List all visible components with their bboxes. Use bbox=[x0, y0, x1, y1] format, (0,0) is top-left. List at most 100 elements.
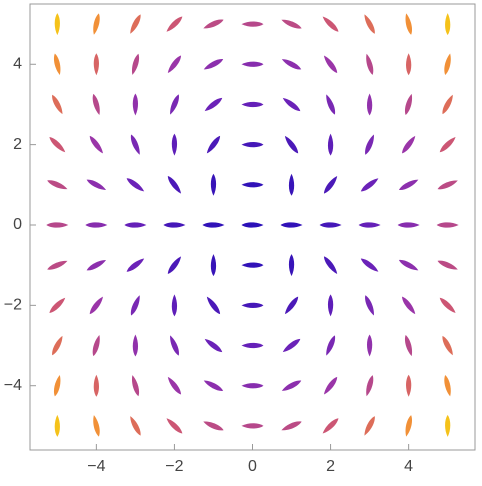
vector-arrow bbox=[204, 338, 223, 353]
vector-arrow bbox=[86, 260, 107, 271]
vector-arrow bbox=[203, 19, 224, 29]
vector-arrow bbox=[46, 222, 69, 228]
vector-arrow bbox=[167, 55, 182, 74]
vector-arrow bbox=[323, 376, 338, 395]
vector-arrow bbox=[436, 222, 459, 228]
vector-arrow bbox=[241, 383, 264, 389]
vector-arrow bbox=[284, 296, 299, 315]
vector-arrow bbox=[241, 342, 264, 349]
vector-arrow bbox=[444, 53, 451, 75]
y-tick-label: 0 bbox=[13, 216, 22, 233]
vector-arrow bbox=[130, 416, 141, 436]
vector-arrow bbox=[397, 222, 420, 228]
x-tick-label: 2 bbox=[326, 458, 335, 475]
vector-arrow bbox=[206, 296, 221, 315]
vector-arrow bbox=[241, 101, 264, 108]
vector-arrow bbox=[437, 180, 458, 190]
vector-arrow bbox=[281, 59, 302, 70]
vector-arrow bbox=[241, 302, 264, 308]
vector-arrow bbox=[365, 295, 374, 316]
vector-arrow bbox=[210, 173, 217, 196]
vector-arrow bbox=[52, 335, 63, 356]
vector-arrow bbox=[167, 256, 182, 274]
vector-arrow bbox=[439, 136, 456, 153]
vector-arrow bbox=[132, 93, 139, 116]
vector-arrow bbox=[323, 176, 338, 194]
vector-arrow bbox=[203, 421, 224, 431]
vector-arrow bbox=[442, 94, 453, 115]
vector-arrow bbox=[202, 222, 225, 228]
vector-arrow bbox=[288, 173, 295, 196]
vector-arrow bbox=[126, 258, 145, 272]
vector-arrow bbox=[241, 222, 264, 228]
vector-arrow bbox=[439, 297, 456, 313]
vector-arrow bbox=[166, 418, 183, 434]
vector-arrow bbox=[366, 53, 374, 75]
vector-arrow bbox=[170, 335, 179, 356]
vector-arrow bbox=[445, 414, 451, 437]
vector-arrow bbox=[322, 418, 339, 434]
vector-arrow bbox=[85, 222, 108, 228]
vector-arrow bbox=[53, 53, 61, 75]
vector-arrow bbox=[241, 142, 264, 148]
vector-arrow bbox=[327, 133, 334, 156]
vector-arrow bbox=[86, 179, 107, 190]
vector-arrow bbox=[364, 416, 375, 436]
vector-arrow bbox=[203, 59, 224, 70]
vector-arrow bbox=[241, 182, 264, 188]
vector-arrow bbox=[93, 13, 100, 35]
vector-arrow bbox=[405, 415, 413, 437]
vector-arrow bbox=[130, 295, 140, 316]
vector-arrow bbox=[93, 53, 99, 76]
vector-arrow bbox=[241, 21, 264, 27]
vector-arrow bbox=[163, 222, 186, 228]
vector-arrow bbox=[130, 134, 140, 155]
vector-arrow bbox=[47, 260, 68, 270]
vector-arrow bbox=[323, 55, 338, 74]
vector-arrow bbox=[282, 338, 301, 353]
vector-arrow bbox=[319, 222, 342, 228]
vector-arrow bbox=[406, 374, 412, 397]
vector-arrow bbox=[360, 178, 379, 192]
vector-arrow bbox=[167, 176, 182, 194]
vector-arrow bbox=[398, 179, 419, 191]
vector-arrow bbox=[166, 16, 183, 32]
vector-arrow bbox=[406, 53, 412, 76]
vector-arrow bbox=[54, 414, 60, 437]
vector-arrow bbox=[281, 380, 302, 391]
vector-arrow bbox=[402, 296, 416, 315]
vector-arrow bbox=[93, 374, 99, 397]
vector-arrow bbox=[366, 334, 373, 357]
vector-arrow bbox=[364, 14, 375, 34]
vector-arrow bbox=[442, 335, 453, 356]
vector-arrow bbox=[89, 135, 103, 154]
x-tick-label: −2 bbox=[165, 458, 183, 475]
vector-arrow bbox=[404, 93, 413, 116]
vector-arrow bbox=[398, 259, 419, 271]
vector-arrow bbox=[124, 222, 147, 228]
vector-arrow bbox=[132, 53, 140, 75]
vector-arrow bbox=[132, 334, 139, 357]
vector-arrow bbox=[366, 375, 374, 397]
vector-arrow bbox=[360, 258, 379, 272]
vector-arrow bbox=[444, 374, 451, 397]
vector-arrow bbox=[281, 19, 302, 29]
vector-arrow bbox=[170, 94, 179, 115]
vector-arrow bbox=[437, 260, 458, 270]
vector-arrow bbox=[323, 256, 338, 274]
vector-arrow bbox=[49, 297, 66, 313]
vector-arrow bbox=[49, 136, 66, 153]
vector-arrow bbox=[93, 415, 100, 437]
vector-arrow bbox=[358, 222, 381, 228]
vector-arrow bbox=[92, 93, 100, 116]
vector-arrow bbox=[405, 13, 413, 35]
vector-arrow bbox=[365, 134, 374, 155]
x-tick-label: 4 bbox=[404, 458, 413, 475]
y-tick-label: −2 bbox=[4, 297, 22, 314]
vector-arrow bbox=[53, 374, 61, 397]
vector-arrow bbox=[402, 135, 416, 154]
vector-arrow bbox=[445, 13, 451, 36]
vector-arrow bbox=[204, 97, 223, 112]
vector-arrow bbox=[322, 16, 339, 32]
